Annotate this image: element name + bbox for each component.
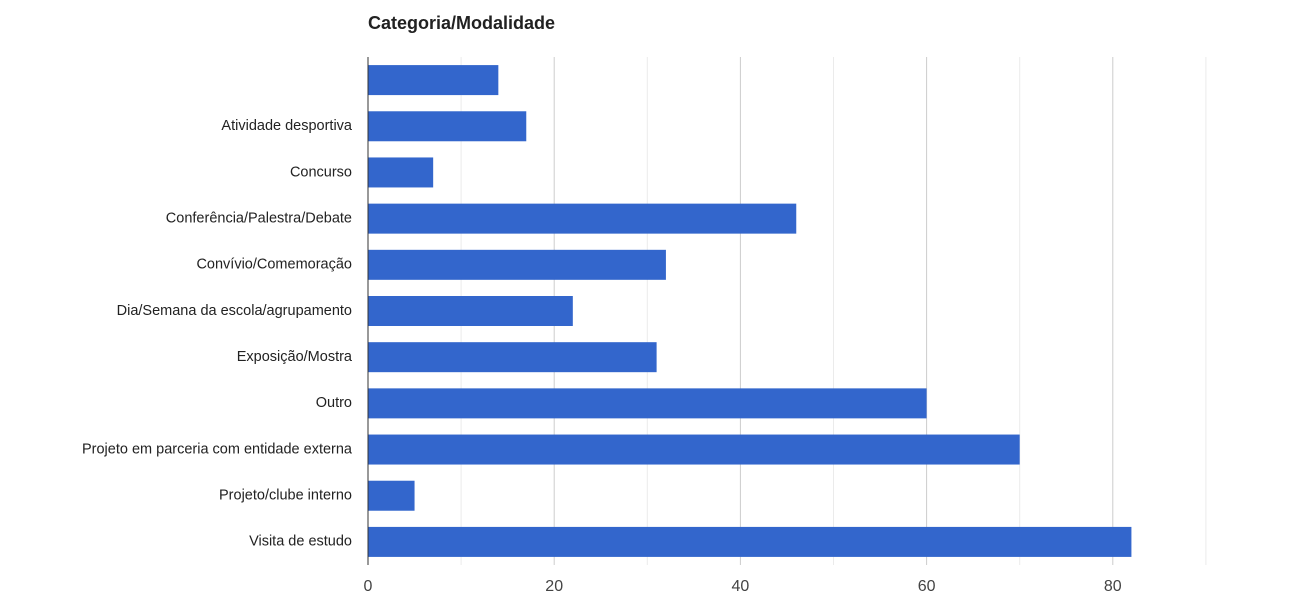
bar <box>368 526 1132 557</box>
y-tick-label: Projeto/clube interno <box>219 488 352 504</box>
x-tick-label: 80 <box>1104 578 1122 595</box>
y-tick-label: Outro <box>316 395 352 411</box>
y-tick-label: Concurso <box>290 164 352 180</box>
bar <box>368 388 927 419</box>
chart-title: Categoria/Modalidade <box>368 13 555 33</box>
bar <box>368 65 499 96</box>
bar <box>368 296 573 326</box>
bar <box>368 434 1020 465</box>
bar <box>368 157 434 188</box>
bar <box>368 203 797 234</box>
bar <box>368 249 666 280</box>
y-tick-label: Convívio/Comemoração <box>196 257 352 273</box>
y-tick-label: Visita de estudo <box>249 534 352 550</box>
y-tick-label: Exposição/Mostra <box>237 349 353 365</box>
bar <box>368 342 657 373</box>
y-tick-label: Atividade desportiva <box>221 118 353 134</box>
bar <box>368 111 527 142</box>
y-tick-label: Dia/Semana da escola/agrupamento <box>117 303 352 319</box>
y-tick-label: Projeto em parceria com entidade externa <box>82 441 353 457</box>
x-tick-label: 0 <box>364 578 373 595</box>
bar <box>368 480 415 511</box>
x-tick-label: 40 <box>732 578 750 595</box>
y-tick-label: Conferência/Palestra/Debate <box>166 210 352 226</box>
x-tick-label: 20 <box>545 578 563 595</box>
x-tick-label: 60 <box>918 578 936 595</box>
